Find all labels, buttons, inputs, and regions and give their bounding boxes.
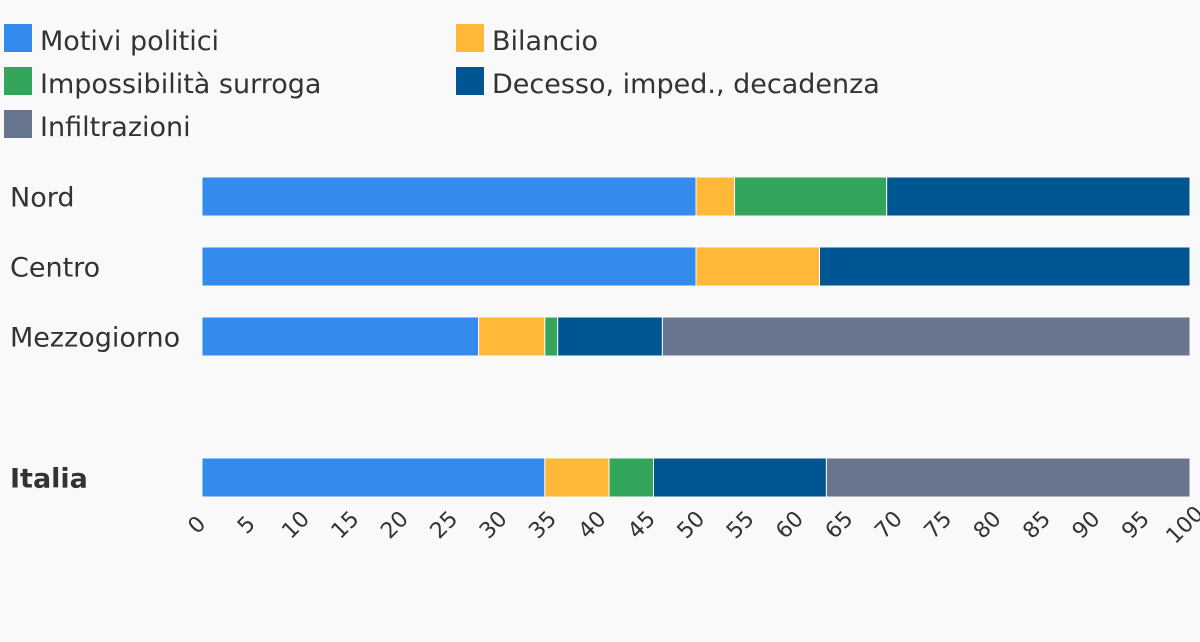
bar-mezzogiorno-motivi-politici <box>201 316 480 357</box>
x-tick-label-80: 80 <box>969 507 1006 544</box>
x-tick-label-45: 45 <box>623 507 660 544</box>
bar-nord-bilancio <box>695 176 736 217</box>
legend-impossibilita-surroga-label: Impossibilità surroga <box>40 69 321 100</box>
x-tick-label-85: 85 <box>1018 507 1055 544</box>
bar-italia-infiltrazioni <box>825 457 1191 498</box>
x-tick-label-0: 0 <box>184 512 212 540</box>
x-tick-label-10: 10 <box>277 507 314 544</box>
x-tick-label-55: 55 <box>722 507 759 544</box>
x-tick-label-75: 75 <box>920 507 957 544</box>
category-label-centro: Centro <box>10 253 100 284</box>
legend-motivi-politici-label: Motivi politici <box>40 26 219 57</box>
legend-infiltrazioni-swatch <box>4 110 32 138</box>
category-label-nord: Nord <box>10 183 74 214</box>
x-tick-label-100: 100 <box>1162 502 1200 549</box>
x-tick-label-35: 35 <box>524 507 561 544</box>
bar-centro-decesso-imped-decadenza <box>819 246 1191 287</box>
x-tick-label-30: 30 <box>475 507 512 544</box>
x-tick-label-65: 65 <box>821 507 858 544</box>
x-tick-label-70: 70 <box>870 507 907 544</box>
bar-mezzogiorno-impossibilita-surroga <box>544 316 559 357</box>
bar-italia-decesso-imped-decadenza <box>653 457 827 498</box>
x-tick-label-15: 15 <box>327 507 364 544</box>
legend-decesso-imped-decadenza-label: Decesso, imped., decadenza <box>492 69 880 100</box>
x-tick-label-20: 20 <box>376 507 413 544</box>
x-tick-label-50: 50 <box>673 507 710 544</box>
legend-decesso-imped-decadenza-swatch <box>456 67 484 95</box>
bar-mezzogiorno-decesso-imped-decadenza <box>557 316 663 357</box>
bar-mezzogiorno-bilancio <box>478 316 546 357</box>
x-axis: 0 5 10 15 20 25 30 35 40 45 50 55 60 65 70 75 80 85 90 95 10… <box>184 502 1200 549</box>
category-label-mezzogiorno: Mezzogiorno <box>10 323 180 354</box>
category-labels: Nord Centro Mezzogiorno Italia <box>10 183 180 495</box>
legend-impossibilita-surroga-swatch <box>4 67 32 95</box>
bars <box>201 176 1191 498</box>
legend-bilancio-swatch <box>456 24 484 52</box>
bar-centro-motivi-politici <box>201 246 697 287</box>
x-tick-label-60: 60 <box>771 507 808 544</box>
x-tick-label-95: 95 <box>1117 507 1154 544</box>
x-tick-label-5: 5 <box>233 512 261 540</box>
bar-mezzogiorno-infiltrazioni <box>661 316 1191 357</box>
bar-nord-impossibilita-surroga <box>734 176 888 217</box>
bar-centro-bilancio <box>695 246 820 287</box>
bar-italia-impossibilita-surroga <box>608 457 655 498</box>
bar-nord-decesso-imped-decadenza <box>886 176 1191 217</box>
legend: Motivi politici Bilancio Impossibilità sur… <box>4 24 880 143</box>
legend-bilancio-label: Bilancio <box>492 26 598 57</box>
category-label-italia: Italia <box>10 464 88 495</box>
legend-motivi-politici-swatch <box>4 24 32 52</box>
legend-infiltrazioni-label: Infiltrazioni <box>40 112 191 143</box>
x-tick-label-25: 25 <box>426 507 463 544</box>
bar-italia-motivi-politici <box>201 457 546 498</box>
x-tick-label-40: 40 <box>574 507 611 544</box>
bar-nord-motivi-politici <box>201 176 697 217</box>
bar-italia-bilancio <box>544 457 610 498</box>
x-tick-label-90: 90 <box>1068 507 1105 544</box>
